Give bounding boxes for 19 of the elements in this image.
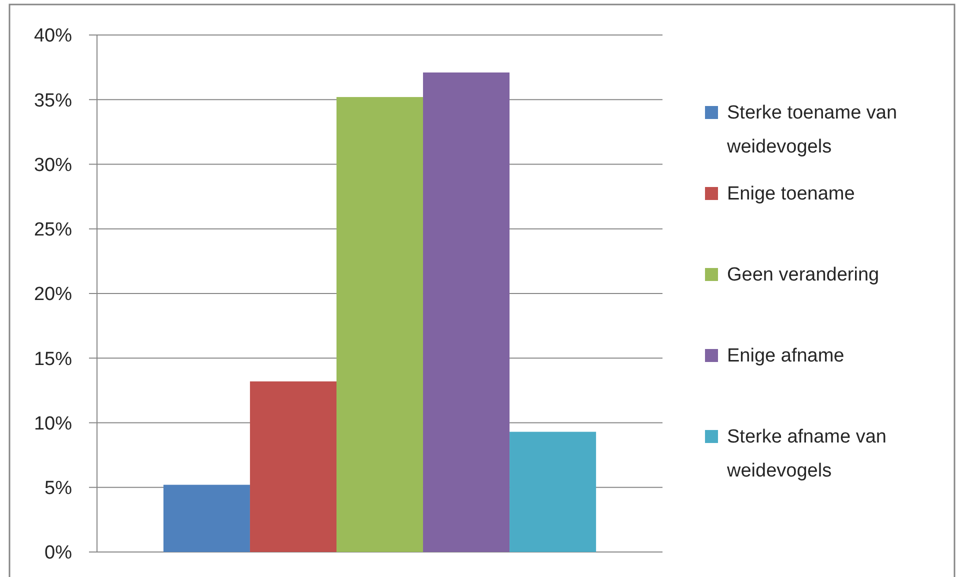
bar [510,432,596,552]
y-tick-label: 5% [44,478,72,500]
bar [250,381,336,552]
y-tick-label: 15% [34,348,72,370]
legend-label: Sterke afname van weidevogels [726,426,886,482]
y-tick-label: 25% [34,220,72,241]
y-tick-label: 40% [34,26,72,47]
legend-label: Enige afname [727,346,844,367]
bar [423,72,510,552]
bar [163,484,250,552]
legend-label: Enige toename [727,184,855,205]
y-tick-label: 10% [34,413,72,434]
legend-label: Sterke toename van weidevogels [726,102,898,158]
y-tick-label: 30% [34,154,72,176]
y-tick-label: 0% [44,542,72,564]
legend-label: Geen verandering [727,264,880,286]
y-tick-label: 35% [34,90,72,112]
y-tick-label: 20% [34,284,72,306]
bar [336,97,424,552]
